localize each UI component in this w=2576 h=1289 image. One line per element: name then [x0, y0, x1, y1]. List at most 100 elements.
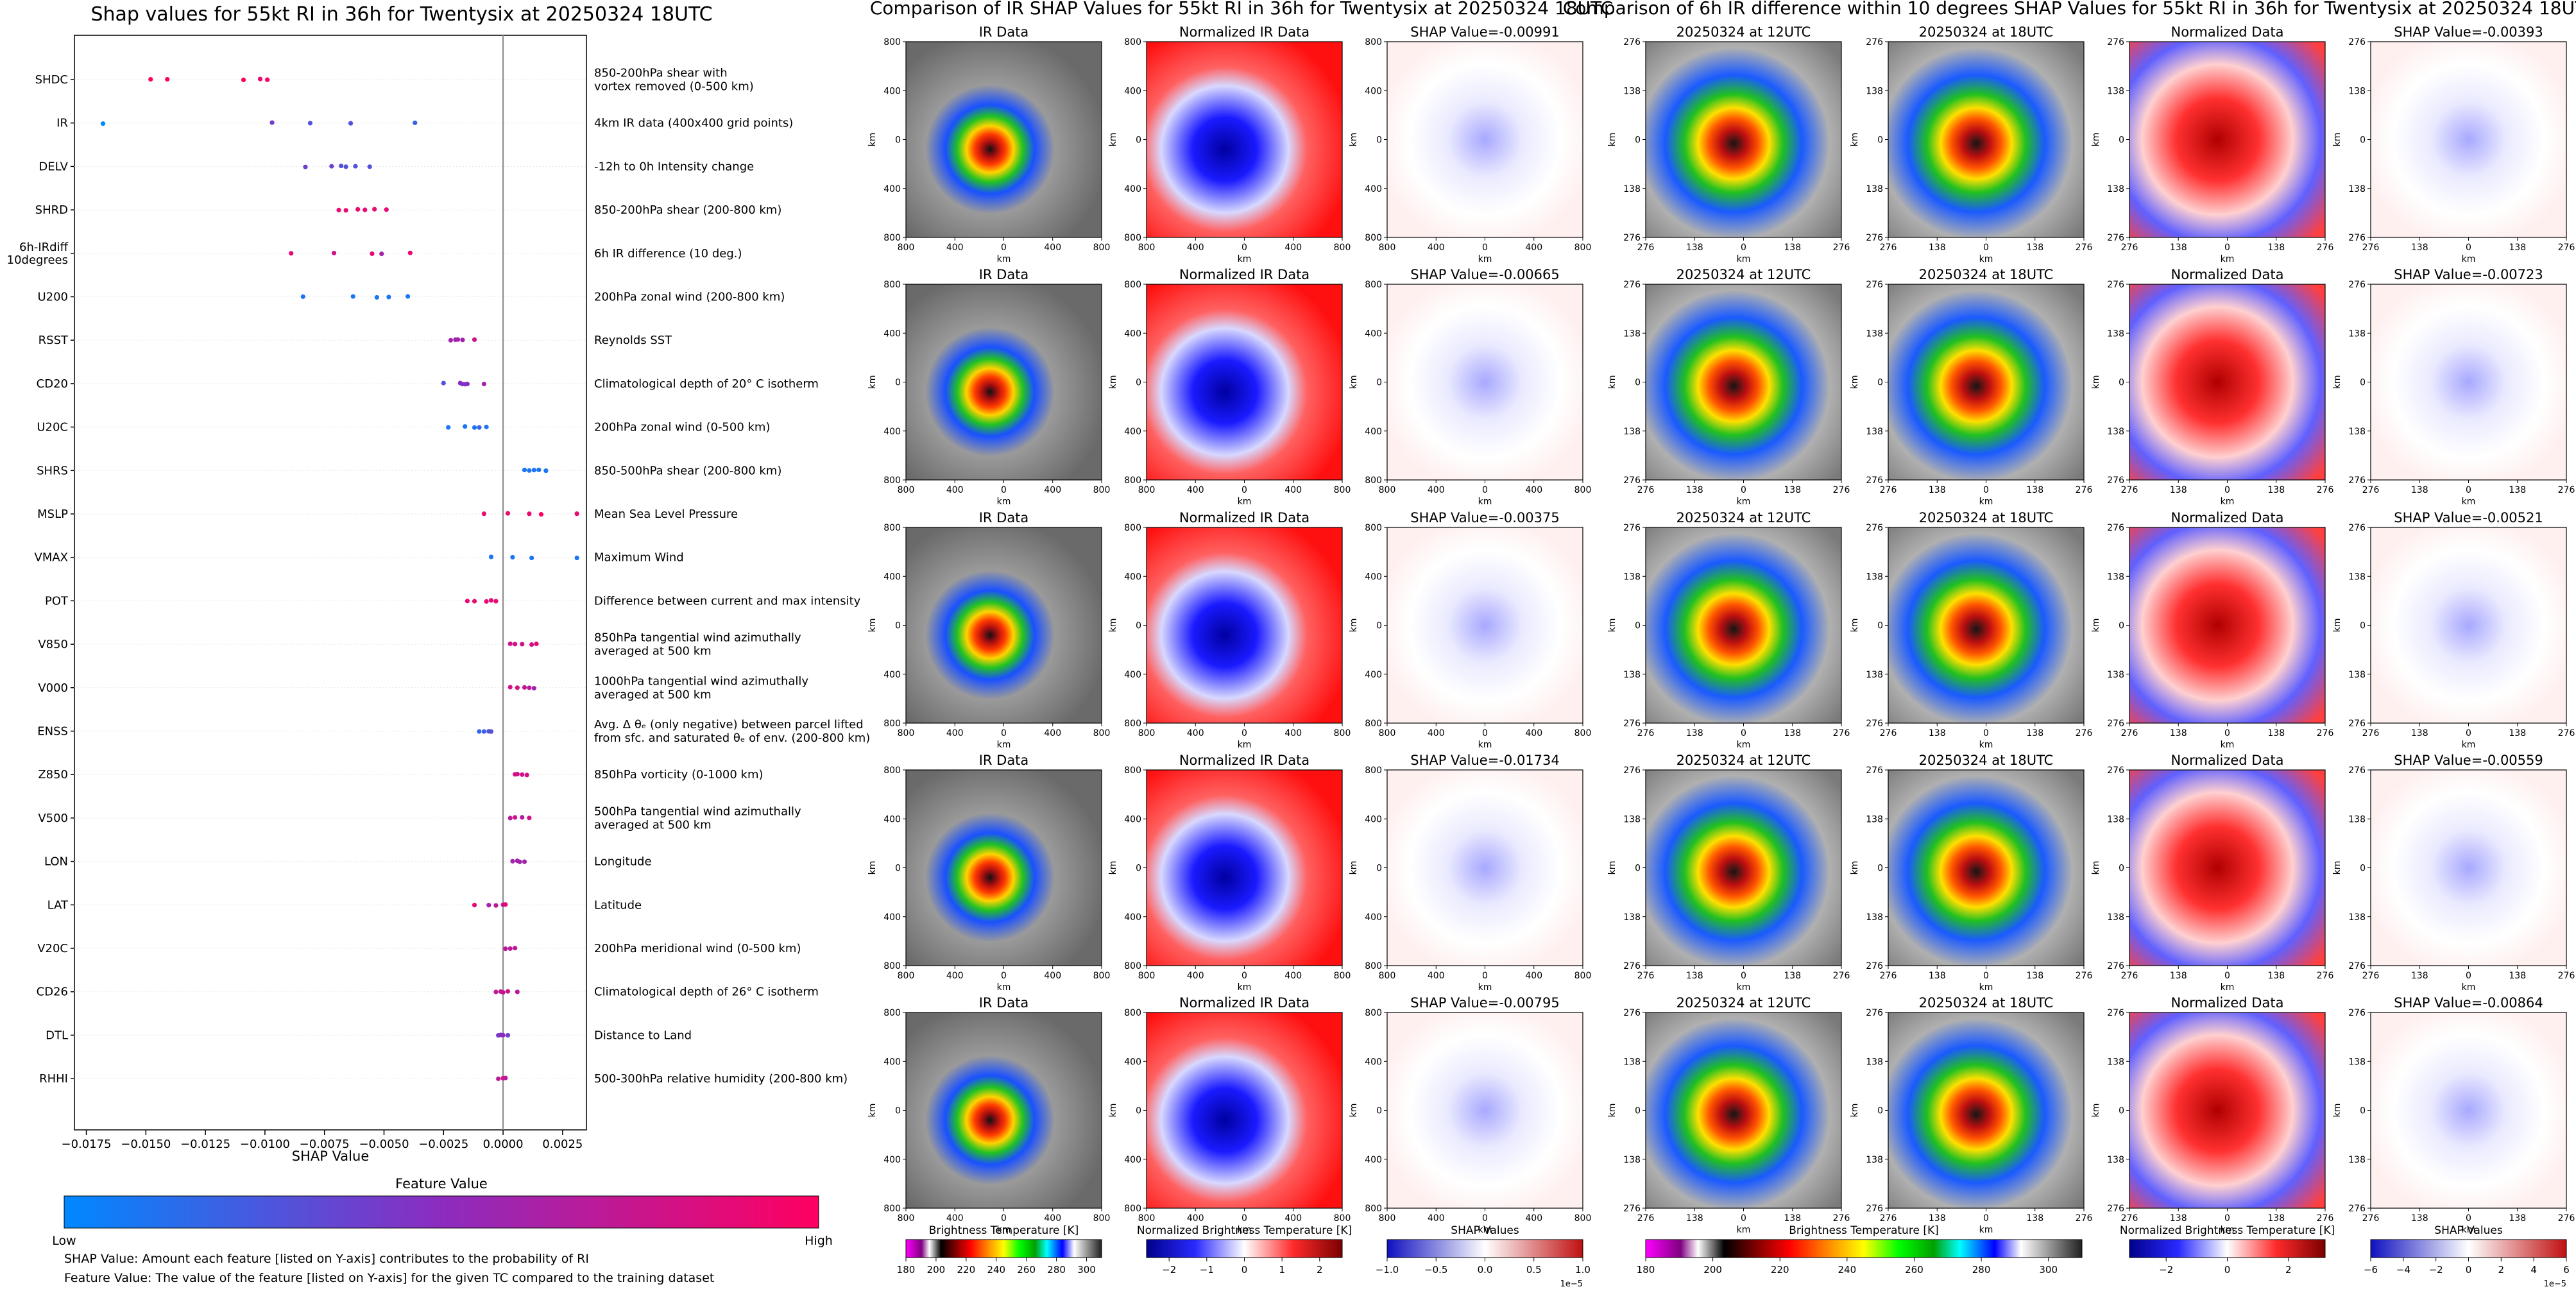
feature-code-label: CD26: [37, 986, 68, 999]
x-tick-label: 400: [1428, 1213, 1445, 1224]
feature-description: Difference between current and max inten…: [594, 594, 861, 608]
x-tick-label: 800: [1093, 1213, 1111, 1224]
y-tick-label: 400: [1124, 86, 1141, 96]
x-tick-label: 138: [2026, 728, 2043, 738]
y-tick-label: 138: [1623, 1057, 1641, 1067]
subplot-title: SHAP Value=-0.00521: [2394, 510, 2543, 525]
y-tick-label: 138: [1623, 427, 1641, 437]
y-axis-label: km: [1349, 619, 1359, 633]
y-tick-label: 800: [883, 1008, 901, 1018]
colorbar-high-label: High: [805, 1234, 833, 1248]
feature-description: 200hPa meridional wind (0-500 km): [594, 942, 801, 955]
x-tick-label: 0: [2224, 485, 2230, 495]
y-tick-label: 800: [883, 523, 901, 533]
y-tick-label: 138: [1623, 1155, 1641, 1165]
x-axis-label: km: [1478, 740, 1492, 750]
x-tick-label: 800: [898, 243, 915, 253]
colorbar-tick-label: −2: [1162, 1264, 1176, 1276]
y-tick-label: 800: [1365, 233, 1382, 243]
x-tick-label: 138: [2411, 485, 2428, 495]
x-tick-label: 800: [1334, 728, 1351, 738]
y-tick-label: 0: [1376, 621, 1382, 631]
shap-point: [348, 121, 353, 126]
x-tick-label: 138: [2267, 728, 2285, 738]
x-tick-label: 0: [1241, 243, 1247, 253]
x-tick-label: 276: [1880, 243, 1897, 253]
x-tick-label: 138: [2411, 728, 2428, 738]
x-tick-label: −0.0150: [121, 1138, 171, 1151]
colorbar-tick-label: 280: [1972, 1264, 1991, 1276]
x-tick-label: 276: [2317, 728, 2334, 738]
y-axis-label: km: [1850, 1104, 1860, 1118]
y-tick-label: 400: [883, 86, 901, 96]
heatmap-image: [2129, 1012, 2325, 1208]
y-tick-label: 138: [1623, 86, 1641, 96]
y-tick-label: 0: [1376, 1106, 1382, 1116]
colorbar-tick-label: 0: [1241, 1264, 1248, 1276]
x-tick-label: 0: [1741, 243, 1746, 253]
subplot-title: 20250324 at 18UTC: [1919, 995, 2054, 1011]
heatmap-image: [1387, 527, 1583, 723]
colorbar-label: Brightness Temperature [K]: [1789, 1224, 1938, 1237]
x-tick-label: 276: [1880, 485, 1897, 495]
shap-point: [375, 295, 379, 300]
y-tick-label: 0: [895, 621, 901, 631]
colorbar-tick-label: 220: [957, 1264, 976, 1276]
shap-point: [536, 468, 541, 472]
y-tick-label: 138: [2107, 572, 2124, 582]
heatmap-image: [2129, 284, 2325, 480]
heatmap-image: [1888, 770, 2084, 966]
y-axis-label: km: [2332, 619, 2342, 633]
x-tick-label: 276: [2362, 728, 2380, 738]
y-tick-label: 0: [1635, 621, 1641, 631]
y-tick-label: 400: [1365, 572, 1382, 582]
y-tick-label: 0: [1136, 378, 1141, 388]
x-tick-label: 276: [2317, 485, 2334, 495]
subplot-title: 20250324 at 18UTC: [1919, 753, 2054, 768]
y-tick-label: 0: [1877, 621, 1883, 631]
x-tick-label: 276: [2317, 971, 2334, 981]
y-tick-label: 0: [1136, 1106, 1141, 1116]
shap-point: [522, 859, 527, 864]
x-axis-label: km: [997, 254, 1011, 264]
x-tick-label: 276: [1880, 1213, 1897, 1224]
y-tick-label: 800: [1124, 523, 1141, 533]
ir-grid-cells: IR Data8004000400800800 400 0 400 800kmkmNor…: [867, 24, 1591, 1235]
shap-point: [534, 642, 538, 646]
shap-point: [101, 121, 105, 126]
shap-point: [513, 946, 517, 950]
shap-point: [472, 599, 477, 603]
y-tick-label: 400: [1365, 427, 1382, 437]
shap-point: [520, 773, 524, 777]
feature-description: Latitude: [594, 898, 642, 912]
x-tick-label: 400: [1187, 971, 1204, 981]
shap-point: [265, 78, 269, 82]
subplot-title: IR Data: [979, 267, 1029, 282]
x-tick-label: 276: [2121, 243, 2138, 253]
shap-point: [384, 207, 389, 212]
y-tick-label: 276: [1623, 37, 1641, 47]
shap-point: [575, 556, 579, 560]
y-axis-label: km: [1108, 861, 1118, 875]
y-tick-label: 800: [883, 961, 901, 971]
y-tick-label: 0: [2119, 1106, 2124, 1116]
shap-point: [301, 295, 305, 299]
shap-point: [448, 338, 453, 343]
y-tick-label: 138: [1866, 670, 1883, 680]
heatmap-image: [1888, 42, 2084, 237]
ir-shap-grid-panel: Comparison of IR SHAP Values for 55kt RI…: [867, 0, 1613, 1289]
heatmap-image: [1387, 1012, 1583, 1208]
y-tick-label: 0: [1877, 1106, 1883, 1116]
shap-point: [482, 382, 486, 386]
y-axis-label: km: [1108, 619, 1118, 633]
x-tick-label: 0: [1001, 971, 1007, 981]
y-tick-label: 0: [2119, 135, 2124, 146]
shap-point: [529, 642, 534, 647]
y-tick-label: 400: [1124, 427, 1141, 437]
x-axis-label: km: [1979, 740, 1993, 750]
heatmap-image: [2371, 284, 2566, 480]
y-tick-label: 400: [883, 329, 901, 339]
y-tick-label: 276: [1866, 233, 1883, 243]
x-tick-label: 400: [1284, 728, 1302, 738]
feature-description: Climatological depth of 26° C isotherm: [594, 986, 819, 999]
